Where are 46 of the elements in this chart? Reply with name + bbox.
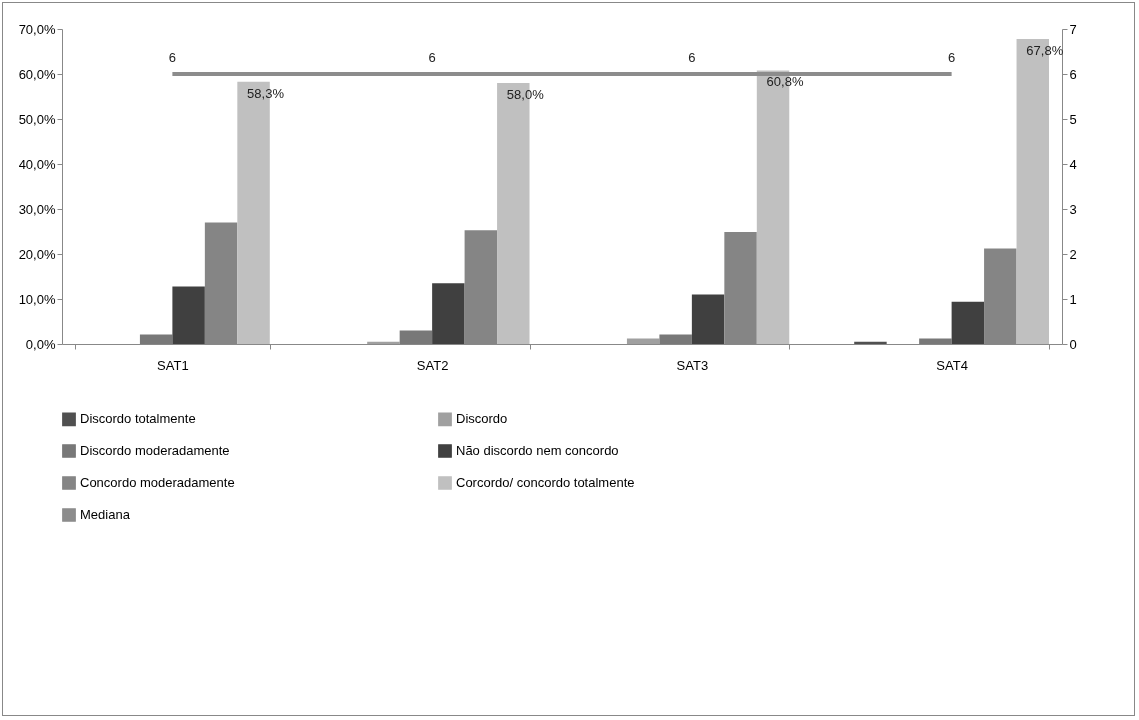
- legend-label: Corcordo/ concordo totalmente: [456, 475, 635, 490]
- legend-label: Concordo moderadamente: [80, 475, 235, 490]
- y2-tick-label: 5: [1069, 111, 1077, 127]
- y-tick-label: 70,0%: [18, 21, 56, 37]
- data-label: 6: [688, 50, 696, 65]
- y2-tick-label: 4: [1069, 156, 1077, 172]
- y2-tick-label: 6: [1069, 66, 1077, 82]
- x-tick-label: SAT4: [936, 357, 968, 373]
- y-tick-label: 30,0%: [18, 201, 56, 217]
- y-tick-label: 60,0%: [18, 66, 56, 82]
- legend-label: Mediana: [80, 507, 131, 522]
- x-tick-label: SAT1: [157, 357, 189, 373]
- bar: [399, 330, 433, 344]
- bar: [919, 338, 952, 344]
- y2-tick-label: 1: [1069, 291, 1077, 307]
- y-tick-label: 40,0%: [18, 156, 56, 172]
- data-label: 6: [947, 50, 956, 65]
- bar: [951, 301, 985, 344]
- y-tick-label: 10,0%: [18, 291, 56, 307]
- y2-tick-label: 2: [1069, 246, 1077, 262]
- data-label: 6: [428, 50, 436, 65]
- x-tick-label: SAT2: [416, 357, 449, 373]
- y-tick-label: 20,0%: [18, 246, 56, 262]
- legend-label: Discordo totalmente: [80, 411, 196, 427]
- y-tick-label: 50,0%: [18, 111, 56, 127]
- y-tick-label: 0,0%: [25, 336, 56, 352]
- bar: [432, 283, 465, 344]
- bar: [172, 286, 205, 344]
- bar: [854, 341, 887, 344]
- bar: [659, 334, 692, 344]
- legend-label: Discordo moderadamente: [80, 443, 230, 458]
- x-tick-label: SAT3: [676, 357, 709, 373]
- data-label: 6: [168, 50, 177, 65]
- data-label: 60,8%: [766, 74, 804, 90]
- legend-label: Discordo: [456, 411, 508, 427]
- data-label: 58,0%: [506, 87, 545, 102]
- y2-tick-label: 3: [1069, 201, 1077, 217]
- y2-tick-label: 7: [1069, 21, 1077, 37]
- bar: [691, 294, 725, 344]
- data-label: 58,3%: [247, 85, 285, 101]
- y2-tick-label: 0: [1069, 336, 1077, 352]
- bar: [367, 341, 400, 344]
- data-label: 67,8%: [1026, 42, 1064, 58]
- legend-label: Não discordo nem concordo: [456, 443, 619, 458]
- bar: [626, 338, 660, 344]
- bar: [139, 334, 173, 344]
